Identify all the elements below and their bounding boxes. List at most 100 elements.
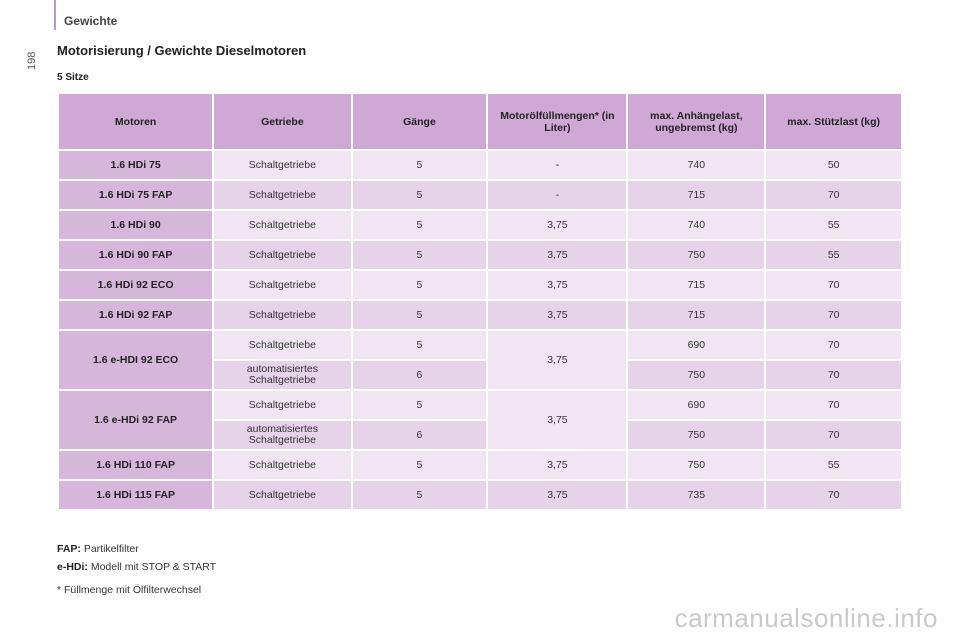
- table-row: 1.6 e-HDi 92 FAP Schaltgetriebe 5 3,75 6…: [59, 391, 901, 449]
- getriebe-cell: Schaltgetriebe: [214, 481, 351, 509]
- anhaengelast-cell: 750: [628, 361, 765, 389]
- stuetzlast-cell: 70: [766, 181, 901, 209]
- section-marker: [54, 0, 56, 30]
- gaenge-cell: 5: [352, 301, 487, 329]
- column-header-anhaengelast: max. Anhängelast, ungebremst (kg): [628, 94, 765, 149]
- table-row: 1.6 HDi 75 FAP Schaltgetriebe 5 - 715 70: [59, 181, 901, 209]
- stuetzlast-cell: 55: [766, 211, 901, 239]
- stuetzlast-cell: 70: [766, 331, 901, 359]
- gaenge-cell: 5: [352, 481, 487, 509]
- motor-cell: 1.6 HDi 115 FAP: [59, 481, 213, 509]
- section-title: Gewichte: [64, 14, 118, 28]
- table-row: 1.6 HDi 90 Schaltgetriebe 5 3,75 740 55: [59, 211, 901, 239]
- seats-subheading: 5 Sitze: [57, 72, 89, 83]
- gaenge-cell: 5: [352, 211, 487, 239]
- footnote-term: FAP:: [57, 543, 81, 555]
- getriebe-cell: Schaltgetriebe: [214, 241, 351, 269]
- footnote-oil: * Füllmenge mit Ölfilterwechsel: [57, 584, 202, 596]
- getriebe-cell: Schaltgetriebe: [214, 271, 351, 299]
- table-row: 1.6 e-HDI 92 ECO Schaltgetriebe 5 3,75 6…: [59, 331, 901, 389]
- oel-cell: 3,75: [488, 391, 627, 449]
- gaenge-cell: 5: [352, 331, 487, 359]
- anhaengelast-cell: 690: [628, 391, 765, 419]
- table-row: automatisiertes Schaltgetriebe 6 750 70: [59, 361, 901, 389]
- stuetzlast-cell: 70: [766, 481, 901, 509]
- getriebe-cell: Schaltgetriebe: [214, 391, 351, 419]
- table-row: 1.6 HDi 92 FAP Schaltgetriebe 5 3,75 715…: [59, 301, 901, 329]
- motor-cell: 1.6 HDi 90: [59, 211, 213, 239]
- column-header-oel: Motorölfüllmengen* (in Liter): [488, 94, 627, 149]
- oel-cell: 3,75: [488, 241, 627, 269]
- motor-cell: 1.6 HDi 92 ECO: [59, 271, 213, 299]
- footnote-term: e-HDi:: [57, 561, 88, 573]
- oel-cell: 3,75: [488, 211, 627, 239]
- column-header-getriebe: Getriebe: [214, 94, 351, 149]
- footnote-ehdi: e-HDi: Modell mit STOP & START: [57, 558, 216, 576]
- getriebe-cell: Schaltgetriebe: [214, 181, 351, 209]
- weights-table: Motoren Getriebe Gänge Motorölfüllmengen…: [57, 92, 903, 511]
- getriebe-cell: Schaltgetriebe: [214, 451, 351, 479]
- stuetzlast-cell: 70: [766, 391, 901, 419]
- table-row: 1.6 HDi 75 Schaltgetriebe 5 - 740 50: [59, 151, 901, 179]
- table-header-row: Motoren Getriebe Gänge Motorölfüllmengen…: [59, 94, 901, 149]
- gaenge-cell: 6: [352, 361, 487, 389]
- table-row: 1.6 HDi 92 ECO Schaltgetriebe 5 3,75 715…: [59, 271, 901, 299]
- stuetzlast-cell: 50: [766, 151, 901, 179]
- gaenge-cell: 5: [352, 151, 487, 179]
- anhaengelast-cell: 750: [628, 421, 765, 449]
- table-row: 1.6 HDi 110 FAP Schaltgetriebe 5 3,75 75…: [59, 451, 901, 479]
- stuetzlast-cell: 55: [766, 451, 901, 479]
- table-row: 1.6 HDi 115 FAP Schaltgetriebe 5 3,75 73…: [59, 481, 901, 509]
- footnote-text: Partikelfilter: [83, 543, 139, 555]
- stuetzlast-cell: 70: [766, 421, 901, 449]
- footnotes: FAP: Partikelfilter e-HDi: Modell mit ST…: [57, 540, 216, 576]
- oel-cell: -: [488, 151, 627, 179]
- anhaengelast-cell: 740: [628, 151, 765, 179]
- motor-cell: 1.6 HDi 90 FAP: [59, 241, 213, 269]
- anhaengelast-cell: 715: [628, 271, 765, 299]
- anhaengelast-cell: 750: [628, 451, 765, 479]
- oel-cell: -: [488, 181, 627, 209]
- stuetzlast-cell: 70: [766, 361, 901, 389]
- getriebe-cell: automatisiertes Schaltgetriebe: [214, 421, 351, 449]
- oel-cell: 3,75: [488, 481, 627, 509]
- gaenge-cell: 5: [352, 391, 487, 419]
- getriebe-cell: Schaltgetriebe: [214, 301, 351, 329]
- motor-cell: 1.6 HDi 92 FAP: [59, 301, 213, 329]
- gaenge-cell: 5: [352, 451, 487, 479]
- motor-cell: 1.6 e-HDI 92 ECO: [59, 331, 213, 389]
- watermark: carmanualsonline.info: [674, 603, 938, 633]
- footnote-text: Modell mit STOP & START: [90, 561, 217, 573]
- gaenge-cell: 5: [352, 271, 487, 299]
- page-heading: Motorisierung / Gewichte Dieselmotoren: [57, 43, 307, 58]
- oel-cell: 3,75: [488, 301, 627, 329]
- getriebe-cell: Schaltgetriebe: [214, 211, 351, 239]
- stuetzlast-cell: 70: [766, 271, 901, 299]
- anhaengelast-cell: 715: [628, 301, 765, 329]
- gaenge-cell: 5: [352, 241, 487, 269]
- anhaengelast-cell: 690: [628, 331, 765, 359]
- column-header-motoren: Motoren: [59, 94, 213, 149]
- motor-cell: 1.6 e-HDi 92 FAP: [59, 391, 213, 449]
- getriebe-cell: automatisiertes Schaltgetriebe: [214, 361, 351, 389]
- getriebe-cell: Schaltgetriebe: [214, 151, 351, 179]
- motor-cell: 1.6 HDi 75: [59, 151, 213, 179]
- anhaengelast-cell: 715: [628, 181, 765, 209]
- gaenge-cell: 6: [352, 421, 487, 449]
- motor-cell: 1.6 HDi 110 FAP: [59, 451, 213, 479]
- column-header-gaenge: Gänge: [352, 94, 487, 149]
- page-number: 198: [26, 51, 38, 70]
- anhaengelast-cell: 740: [628, 211, 765, 239]
- stuetzlast-cell: 55: [766, 241, 901, 269]
- anhaengelast-cell: 735: [628, 481, 765, 509]
- footnote-fap: FAP: Partikelfilter: [57, 540, 216, 558]
- oel-cell: 3,75: [488, 271, 627, 299]
- column-header-stuetzlast: max. Stützlast (kg): [766, 94, 901, 149]
- table-row: 1.6 HDi 90 FAP Schaltgetriebe 5 3,75 750…: [59, 241, 901, 269]
- anhaengelast-cell: 750: [628, 241, 765, 269]
- oel-cell: 3,75: [488, 451, 627, 479]
- oel-cell: 3,75: [488, 331, 627, 389]
- getriebe-cell: Schaltgetriebe: [214, 331, 351, 359]
- stuetzlast-cell: 70: [766, 301, 901, 329]
- gaenge-cell: 5: [352, 181, 487, 209]
